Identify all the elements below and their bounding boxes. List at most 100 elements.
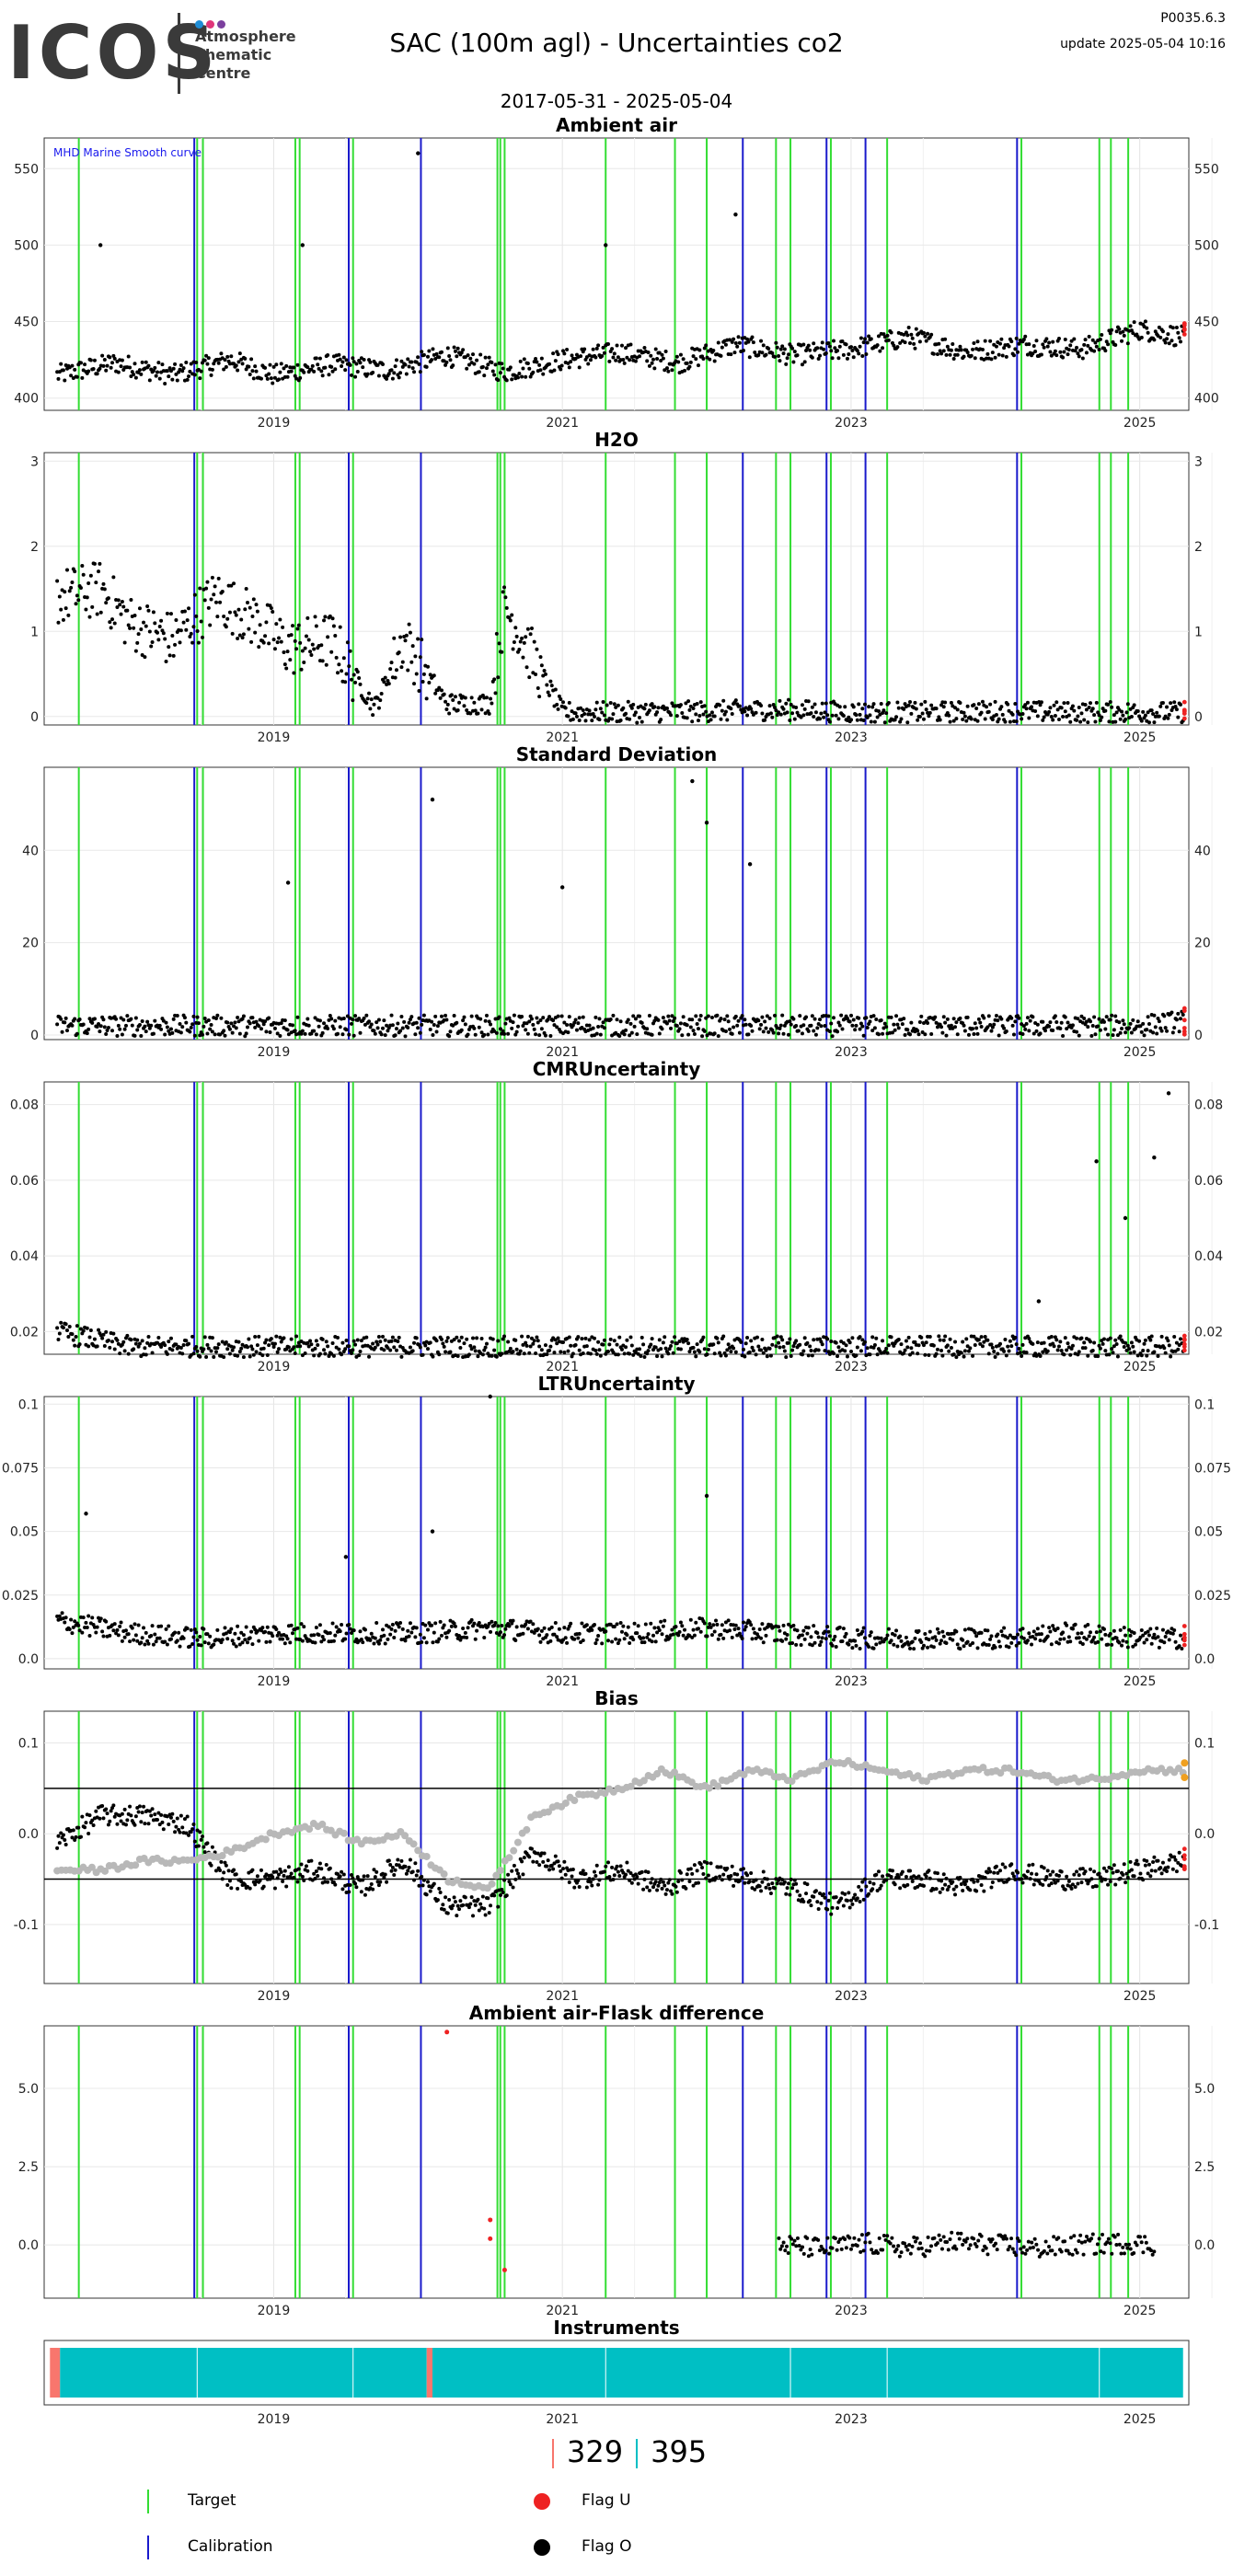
data-point bbox=[250, 1642, 255, 1647]
data-point bbox=[114, 1631, 119, 1636]
data-point bbox=[1033, 350, 1038, 354]
data-point bbox=[632, 1024, 637, 1029]
data-point bbox=[1083, 1346, 1088, 1351]
data-point bbox=[538, 368, 543, 373]
data-point bbox=[343, 368, 348, 373]
data-point bbox=[257, 1024, 261, 1029]
data-point bbox=[175, 1639, 179, 1643]
data-point bbox=[732, 1025, 736, 1029]
data-point bbox=[174, 1824, 179, 1829]
data-point bbox=[76, 1825, 81, 1830]
data-point bbox=[423, 1623, 428, 1627]
data-point bbox=[1077, 1350, 1081, 1354]
data-point bbox=[948, 1337, 952, 1341]
data-point bbox=[359, 1638, 363, 1642]
data-point bbox=[836, 356, 841, 361]
data-point bbox=[179, 1346, 183, 1351]
data-point bbox=[990, 718, 995, 722]
data-point bbox=[711, 1342, 716, 1347]
data-point bbox=[1124, 1340, 1128, 1345]
data-point bbox=[801, 342, 806, 347]
data-point bbox=[865, 340, 870, 345]
data-point bbox=[218, 1032, 223, 1037]
data-point bbox=[487, 355, 491, 360]
data-point bbox=[98, 1029, 102, 1034]
data-point bbox=[469, 1014, 474, 1018]
data-point bbox=[861, 1626, 866, 1630]
data-point bbox=[398, 1029, 403, 1033]
data-point bbox=[928, 1629, 932, 1634]
data-point bbox=[296, 623, 301, 627]
data-point bbox=[886, 338, 891, 342]
data-point bbox=[691, 707, 696, 711]
data-point bbox=[556, 352, 560, 357]
data-point bbox=[98, 1616, 103, 1621]
data-point bbox=[736, 1627, 741, 1631]
data-point bbox=[895, 1022, 900, 1027]
data-point bbox=[730, 711, 734, 716]
data-point bbox=[1141, 1633, 1146, 1638]
data-point bbox=[1011, 1032, 1016, 1037]
data-point bbox=[651, 357, 655, 362]
data-point bbox=[248, 1636, 252, 1640]
data-point bbox=[650, 1337, 654, 1341]
data-point bbox=[265, 1625, 270, 1629]
data-point bbox=[269, 376, 273, 381]
data-point bbox=[577, 1348, 582, 1352]
data-point bbox=[709, 710, 714, 715]
data-point bbox=[222, 614, 226, 618]
data-point bbox=[70, 580, 75, 584]
data-point bbox=[529, 626, 534, 630]
data-point bbox=[894, 715, 899, 719]
data-point bbox=[559, 1014, 564, 1018]
data-point bbox=[1059, 1020, 1064, 1025]
data-point bbox=[1097, 348, 1101, 352]
data-point bbox=[416, 1026, 421, 1030]
y-tick-label-right: 0.0 bbox=[1194, 1652, 1215, 1667]
data-point bbox=[237, 1350, 242, 1354]
data-point bbox=[254, 1019, 259, 1024]
data-point bbox=[841, 713, 846, 718]
data-point bbox=[642, 1355, 647, 1360]
data-point bbox=[780, 1013, 785, 1018]
data-point bbox=[457, 1339, 462, 1343]
data-point bbox=[237, 1642, 242, 1647]
data-point bbox=[1121, 1639, 1125, 1643]
data-point bbox=[1069, 339, 1074, 343]
data-point bbox=[106, 1823, 110, 1827]
data-point bbox=[373, 1636, 377, 1640]
data-point bbox=[1006, 1636, 1010, 1640]
data-point bbox=[830, 713, 835, 718]
data-point bbox=[264, 1639, 269, 1644]
data-point bbox=[511, 1618, 515, 1623]
data-point bbox=[159, 618, 164, 623]
data-point bbox=[461, 348, 466, 352]
x-tick-label: 2025 bbox=[1124, 1360, 1157, 1374]
data-point bbox=[492, 373, 497, 377]
data-point bbox=[414, 1626, 419, 1630]
data-point bbox=[919, 702, 924, 707]
data-point bbox=[1013, 1636, 1018, 1640]
data-point bbox=[864, 1016, 869, 1020]
data-point bbox=[278, 1034, 282, 1039]
data-point bbox=[73, 1619, 77, 1624]
data-point bbox=[694, 357, 698, 362]
data-point bbox=[63, 1620, 67, 1625]
flag-u-point bbox=[1181, 331, 1187, 337]
data-point bbox=[997, 1033, 1001, 1038]
data-point bbox=[168, 1027, 173, 1031]
data-point bbox=[824, 351, 828, 355]
data-point bbox=[593, 715, 597, 719]
data-point bbox=[122, 1807, 127, 1811]
data-point bbox=[277, 1630, 282, 1635]
logo-dots-icon bbox=[195, 15, 228, 32]
data-point bbox=[396, 1021, 400, 1026]
data-point bbox=[66, 1335, 71, 1340]
data-point bbox=[893, 1028, 897, 1032]
data-point bbox=[681, 1015, 686, 1019]
data-point bbox=[224, 1340, 228, 1344]
data-point bbox=[309, 367, 314, 372]
data-point bbox=[1035, 1627, 1040, 1631]
data-point bbox=[759, 339, 764, 343]
